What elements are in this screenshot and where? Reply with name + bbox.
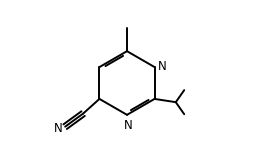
Text: N: N	[158, 60, 167, 73]
Text: N: N	[124, 119, 133, 132]
Text: N: N	[54, 122, 62, 135]
